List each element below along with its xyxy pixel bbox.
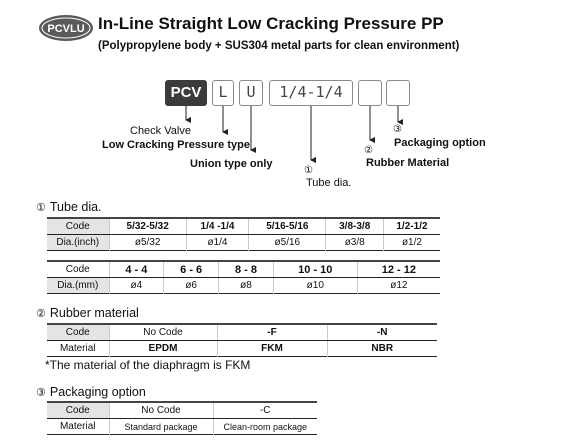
- logo-text: PCVLU: [47, 23, 84, 35]
- table-cell: ø10: [272, 277, 358, 294]
- row-label: Dia.(mm): [47, 277, 109, 294]
- table-cell: No Code: [108, 324, 217, 341]
- union-type-label: Union type only: [190, 158, 273, 170]
- table-cell: 5/32-5/32: [108, 218, 187, 235]
- code-box-low-cracking: L: [212, 80, 234, 106]
- table-row: Code 4 - 4 6 - 6 8 - 8 10 - 10 12 - 12: [47, 261, 440, 278]
- table-cell: NBR: [326, 340, 437, 357]
- row-label: Code: [47, 261, 109, 278]
- code-box-tube-dia: 1/4-1/4: [269, 80, 353, 106]
- table-cell: ø4: [108, 277, 164, 294]
- table-row: Dia.(inch) ø5/32 ø1/4 ø5/16 ø3/8 ø1/2: [47, 234, 440, 251]
- code-box-rubber: [358, 80, 382, 106]
- rubber-material-section-title: ② Rubber material: [36, 306, 139, 320]
- table-cell: ø12: [356, 277, 440, 294]
- table-row: Code No Code -C: [47, 402, 317, 419]
- table-cell: 1/4 -1/4: [185, 218, 249, 235]
- table-row: Dia.(mm) ø4 ø6 ø8 ø10 ø12: [47, 277, 440, 294]
- table-cell: 3/8-3/8: [325, 218, 384, 235]
- table-cell: 12 - 12: [356, 261, 440, 278]
- tube-dia-inch-table: Code 5/32-5/32 1/4 -1/4 5/16-5/16 3/8-3/…: [47, 217, 440, 251]
- table-cell: 8 - 8: [218, 261, 274, 278]
- packaging-option-section-title: ③ Packaging option: [36, 385, 146, 399]
- packaging-option-label: Packaging option: [394, 137, 486, 149]
- check-valve-label: Check Valve: [130, 125, 191, 137]
- section-number: ②: [36, 308, 46, 320]
- table-row: Material EPDM FKM NBR: [47, 340, 437, 357]
- table-cell: ø1/4: [185, 234, 249, 251]
- table-cell: ø1/2: [382, 234, 440, 251]
- page-title: In-Line Straight Low Cracking Pressure P…: [98, 14, 444, 33]
- row-label: Code: [47, 218, 109, 235]
- row-label: Material: [59, 343, 96, 354]
- table-cell: 10 - 10: [272, 261, 358, 278]
- rubber-material-table: Code No Code -F -N Material EPDM FKM NBR: [47, 323, 437, 357]
- section-number: ①: [36, 202, 46, 214]
- table-cell: ø5/16: [248, 234, 326, 251]
- table-cell: -C: [212, 402, 317, 419]
- table-cell: 4 - 4: [108, 261, 164, 278]
- table-cell: Standard package: [108, 418, 213, 435]
- table-cell: No Code: [108, 402, 213, 419]
- table-row: Code 5/32-5/32 1/4 -1/4 5/16-5/16 3/8-3/…: [47, 218, 440, 235]
- table-cell: FKM: [216, 340, 327, 357]
- page-subtitle: (Polypropylene body + SUS304 metal parts…: [98, 40, 460, 52]
- tube-dia-mm-table: Code 4 - 4 6 - 6 8 - 8 10 - 10 12 - 12 D…: [47, 260, 440, 294]
- table-cell: 1/2-1/2: [382, 218, 440, 235]
- rubber-marker: ②: [364, 145, 373, 156]
- row-label: Material: [59, 421, 96, 432]
- table-cell: 5/16-5/16: [248, 218, 326, 235]
- table-cell: ø5/32: [108, 234, 187, 251]
- pcvlu-logo: PCVLU: [39, 15, 93, 41]
- row-label: Code: [47, 402, 109, 419]
- section-number: ③: [36, 387, 46, 399]
- table-cell: -F: [216, 324, 327, 341]
- table-cell: ø3/8: [325, 234, 384, 251]
- table-cell: Clean-room package: [212, 418, 317, 435]
- code-box-series: PCV: [165, 80, 207, 106]
- tube-dia-marker: ①: [304, 165, 313, 176]
- low-cracking-label: Low Cracking Pressure type: [102, 139, 250, 151]
- rubber-material-label: Rubber Material: [366, 157, 450, 169]
- table-cell: -N: [326, 324, 437, 341]
- table-cell: 6 - 6: [163, 261, 219, 278]
- row-label: Code: [47, 324, 109, 341]
- tube-dia-section-title: ① Tube dia.: [36, 200, 102, 214]
- packaging-marker: ③: [393, 124, 402, 135]
- diaphragm-note: *The material of the diaphragm is FKM: [45, 358, 251, 372]
- code-box-packaging: [386, 80, 410, 106]
- tube-dia-label: Tube dia.: [306, 177, 352, 189]
- row-label: Dia.(inch): [47, 234, 109, 251]
- table-cell: ø6: [163, 277, 219, 294]
- table-row: Code No Code -F -N: [47, 324, 437, 341]
- packaging-option-table: Code No Code -C Material Standard packag…: [47, 401, 317, 435]
- code-box-union: U: [239, 80, 263, 106]
- table-row: Material Standard package Clean-room pac…: [47, 418, 317, 435]
- table-cell: EPDM: [108, 340, 217, 357]
- code-leader-lines: [185, 106, 403, 163]
- table-cell: ø8: [218, 277, 274, 294]
